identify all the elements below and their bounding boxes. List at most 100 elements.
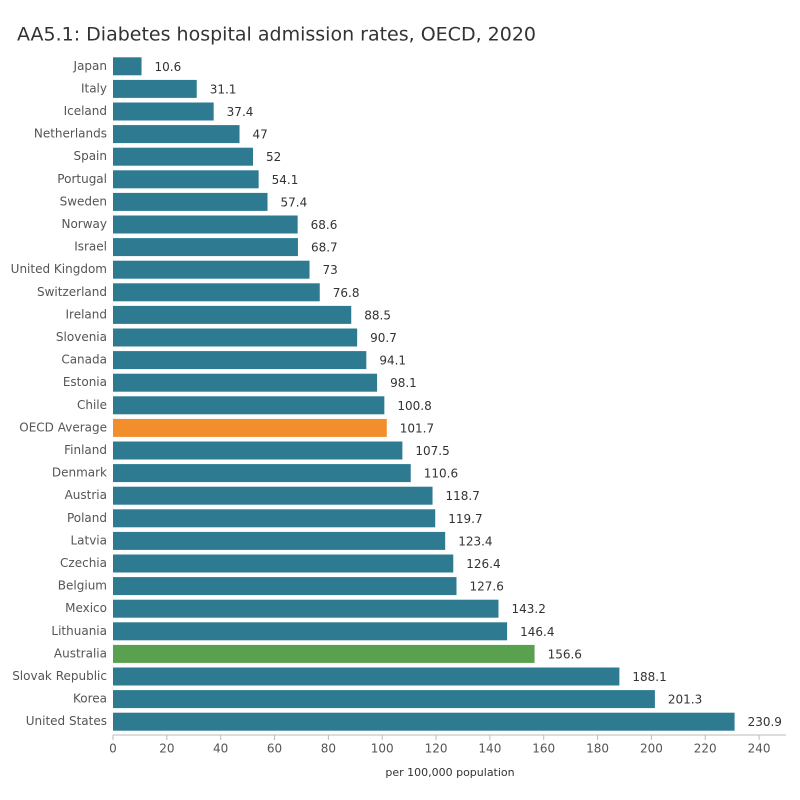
value-label: 119.7 — [448, 512, 482, 526]
value-label: 68.7 — [311, 241, 338, 255]
bar — [113, 147, 253, 166]
value-label: 118.7 — [446, 489, 480, 503]
y-tick-label: Norway — [61, 217, 107, 231]
value-label: 156.6 — [548, 647, 582, 661]
bar — [113, 418, 387, 437]
bar — [113, 170, 259, 189]
bar — [113, 79, 197, 98]
bar — [113, 125, 240, 144]
value-label: 110.6 — [424, 467, 458, 481]
y-tick-label: Spain — [73, 149, 107, 163]
value-label: 98.1 — [390, 376, 417, 390]
x-tick-label: 160 — [532, 742, 555, 756]
value-label: 107.5 — [415, 444, 449, 458]
y-tick-label: Poland — [67, 511, 107, 525]
x-tick-label: 200 — [640, 742, 663, 756]
y-tick-label: Italy — [81, 81, 107, 95]
bar — [113, 260, 310, 279]
value-label: 94.1 — [379, 354, 406, 368]
bar — [113, 373, 378, 392]
y-tick-label: Slovenia — [56, 330, 107, 344]
bar — [113, 57, 142, 76]
value-label: 88.5 — [364, 308, 391, 322]
x-tick-label: 140 — [478, 742, 501, 756]
x-axis-label: per 100,000 population — [385, 766, 514, 779]
y-tick-label: OECD Average — [19, 420, 107, 434]
bar — [113, 667, 620, 686]
bar — [113, 531, 446, 550]
y-tick-label: Portugal — [57, 172, 107, 186]
bar — [113, 554, 454, 573]
y-tick-label: United States — [26, 714, 107, 728]
bar — [113, 690, 655, 709]
value-label: 101.7 — [400, 421, 434, 435]
y-tick-label: Mexico — [65, 601, 107, 615]
bar — [113, 599, 499, 618]
value-label: 123.4 — [458, 534, 492, 548]
y-tick-label: Belgium — [58, 579, 107, 593]
bar — [113, 238, 298, 257]
bar — [113, 102, 214, 121]
value-label: 201.3 — [668, 693, 702, 707]
value-label: 146.4 — [520, 625, 554, 639]
y-tick-label: Lithuania — [51, 624, 107, 638]
value-label: 90.7 — [370, 331, 397, 345]
value-label: 188.1 — [632, 670, 666, 684]
value-label: 57.4 — [281, 195, 308, 209]
chart-title: AA5.1: Diabetes hospital admission rates… — [17, 24, 536, 46]
y-tick-label: Estonia — [63, 375, 107, 389]
bar — [113, 351, 367, 370]
x-tick-label: 180 — [586, 742, 609, 756]
bar — [113, 464, 411, 483]
x-tick-label: 100 — [371, 742, 394, 756]
x-tick-label: 20 — [159, 742, 174, 756]
y-tick-label: Israel — [74, 240, 107, 254]
bar — [113, 441, 403, 460]
bar — [113, 577, 457, 596]
y-tick-label: Netherlands — [34, 127, 107, 141]
y-tick-label: Finland — [64, 443, 107, 457]
bar — [113, 622, 508, 641]
value-label: 68.6 — [311, 218, 338, 232]
value-label: 143.2 — [511, 602, 545, 616]
value-label: 54.1 — [272, 173, 299, 187]
y-tick-label: Canada — [61, 353, 107, 367]
y-tick-label: Australia — [54, 646, 107, 660]
bar — [113, 328, 358, 347]
y-tick-label: United Kingdom — [11, 262, 107, 276]
bar — [113, 305, 352, 324]
x-tick-label: 240 — [748, 742, 771, 756]
x-tick-label: 0 — [109, 742, 117, 756]
value-label: 127.6 — [469, 580, 503, 594]
y-tick-label: Austria — [65, 488, 107, 502]
x-tick-label: 80 — [321, 742, 336, 756]
y-tick-label: Japan — [73, 59, 107, 73]
x-tick-label: 120 — [425, 742, 448, 756]
bar — [113, 283, 320, 302]
y-tick-label: Latvia — [70, 533, 107, 547]
value-label: 47 — [253, 128, 268, 142]
bar — [113, 396, 385, 415]
y-tick-label: Czechia — [60, 556, 107, 570]
bar — [113, 509, 436, 528]
y-tick-label: Slovak Republic — [12, 669, 107, 683]
value-label: 230.9 — [748, 715, 782, 729]
y-tick-label: Iceland — [64, 104, 107, 118]
value-label: 37.4 — [227, 105, 254, 119]
y-tick-label: Chile — [77, 398, 107, 412]
value-label: 10.6 — [155, 60, 182, 74]
y-tick-label: Sweden — [60, 194, 107, 208]
value-label: 73 — [323, 263, 338, 277]
value-label: 126.4 — [466, 557, 500, 571]
y-tick-label: Korea — [73, 692, 107, 706]
bar — [113, 215, 298, 234]
y-tick-label: Switzerland — [37, 285, 107, 299]
bar — [113, 192, 268, 211]
x-tick-label: 40 — [213, 742, 228, 756]
value-label: 76.8 — [333, 286, 360, 300]
value-label: 31.1 — [210, 82, 237, 96]
bar — [113, 644, 535, 663]
bar — [113, 486, 433, 505]
x-tick-label: 220 — [694, 742, 717, 756]
